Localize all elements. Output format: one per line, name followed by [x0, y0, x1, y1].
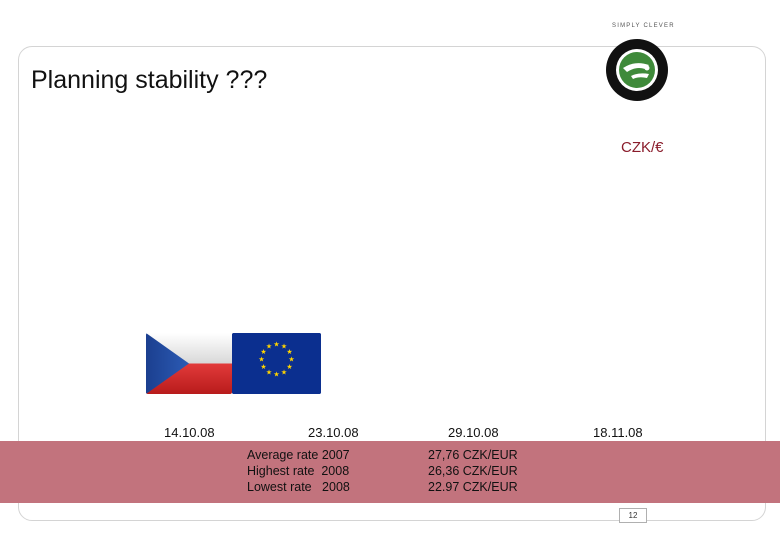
stats-values: 27,76 CZK/EUR 26,36 CZK/EUR 22.97 CZK/EU… — [428, 447, 518, 495]
stats-band — [0, 441, 780, 503]
date-label: 29.10.08 — [448, 425, 499, 440]
stats-labels: Average rate 2007 Highest rate 2008 Lowe… — [247, 447, 350, 495]
stat-label: Highest rate 2008 — [247, 464, 350, 478]
stat-label: Average rate 2007 — [247, 448, 350, 462]
date-label: 18.11.08 — [593, 425, 643, 440]
unit-label: CZK/€ — [621, 139, 664, 156]
czech-flag-icon — [146, 333, 232, 394]
skoda-logo — [606, 39, 668, 101]
svg-text:★: ★ — [273, 371, 279, 379]
date-label: 14.10.08 — [164, 425, 215, 440]
svg-text:★: ★ — [260, 363, 266, 371]
svg-text:★: ★ — [288, 356, 294, 364]
svg-text:★: ★ — [281, 369, 287, 377]
page-number: 12 — [619, 508, 647, 523]
svg-text:★: ★ — [258, 356, 264, 364]
svg-text:★: ★ — [260, 348, 266, 356]
slide-frame — [18, 46, 766, 521]
svg-text:★: ★ — [281, 343, 287, 351]
svg-text:★: ★ — [286, 348, 292, 356]
stat-label: Lowest rate 2008 — [247, 480, 350, 494]
svg-text:★: ★ — [273, 341, 279, 349]
svg-text:★: ★ — [286, 363, 292, 371]
stat-value: 26,36 CZK/EUR — [428, 464, 518, 478]
eu-flag-icon: ★ ★ ★ ★ ★ ★ ★ ★ ★ ★ ★ ★ — [232, 333, 321, 394]
svg-text:★: ★ — [266, 343, 272, 351]
date-label: 23.10.08 — [308, 425, 359, 440]
stat-value: 22.97 CZK/EUR — [428, 480, 518, 494]
slide-title: Planning stability ??? — [31, 66, 268, 94]
stat-value: 27,76 CZK/EUR — [428, 448, 518, 462]
svg-text:★: ★ — [266, 369, 272, 377]
tagline: SIMPLY CLEVER — [612, 23, 675, 29]
